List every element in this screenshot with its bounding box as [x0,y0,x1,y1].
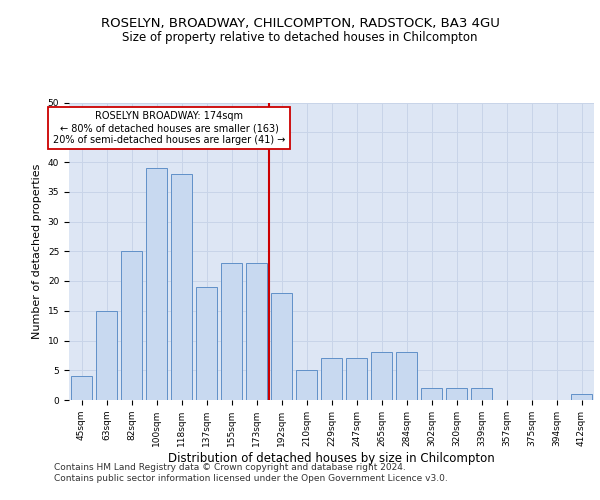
Bar [71,376,92,400]
Bar [371,352,392,400]
Bar [396,352,417,400]
Bar [446,388,467,400]
Bar [471,388,492,400]
Bar [221,263,242,400]
Bar [96,310,117,400]
Text: Contains public sector information licensed under the Open Government Licence v3: Contains public sector information licen… [54,474,448,483]
Text: ROSELYN BROADWAY: 174sqm
← 80% of detached houses are smaller (163)
20% of semi-: ROSELYN BROADWAY: 174sqm ← 80% of detach… [53,112,285,144]
Bar [146,168,167,400]
Bar [121,252,142,400]
Text: Size of property relative to detached houses in Chilcompton: Size of property relative to detached ho… [122,31,478,44]
Bar [271,293,292,400]
Text: ROSELYN, BROADWAY, CHILCOMPTON, RADSTOCK, BA3 4GU: ROSELYN, BROADWAY, CHILCOMPTON, RADSTOCK… [101,18,499,30]
Y-axis label: Number of detached properties: Number of detached properties [32,164,42,339]
Bar [346,358,367,400]
Bar [246,263,267,400]
X-axis label: Distribution of detached houses by size in Chilcompton: Distribution of detached houses by size … [168,452,495,464]
Bar [196,287,217,400]
Bar [421,388,442,400]
Text: Contains HM Land Registry data © Crown copyright and database right 2024.: Contains HM Land Registry data © Crown c… [54,462,406,471]
Bar [571,394,592,400]
Bar [171,174,192,400]
Bar [296,370,317,400]
Bar [321,358,342,400]
